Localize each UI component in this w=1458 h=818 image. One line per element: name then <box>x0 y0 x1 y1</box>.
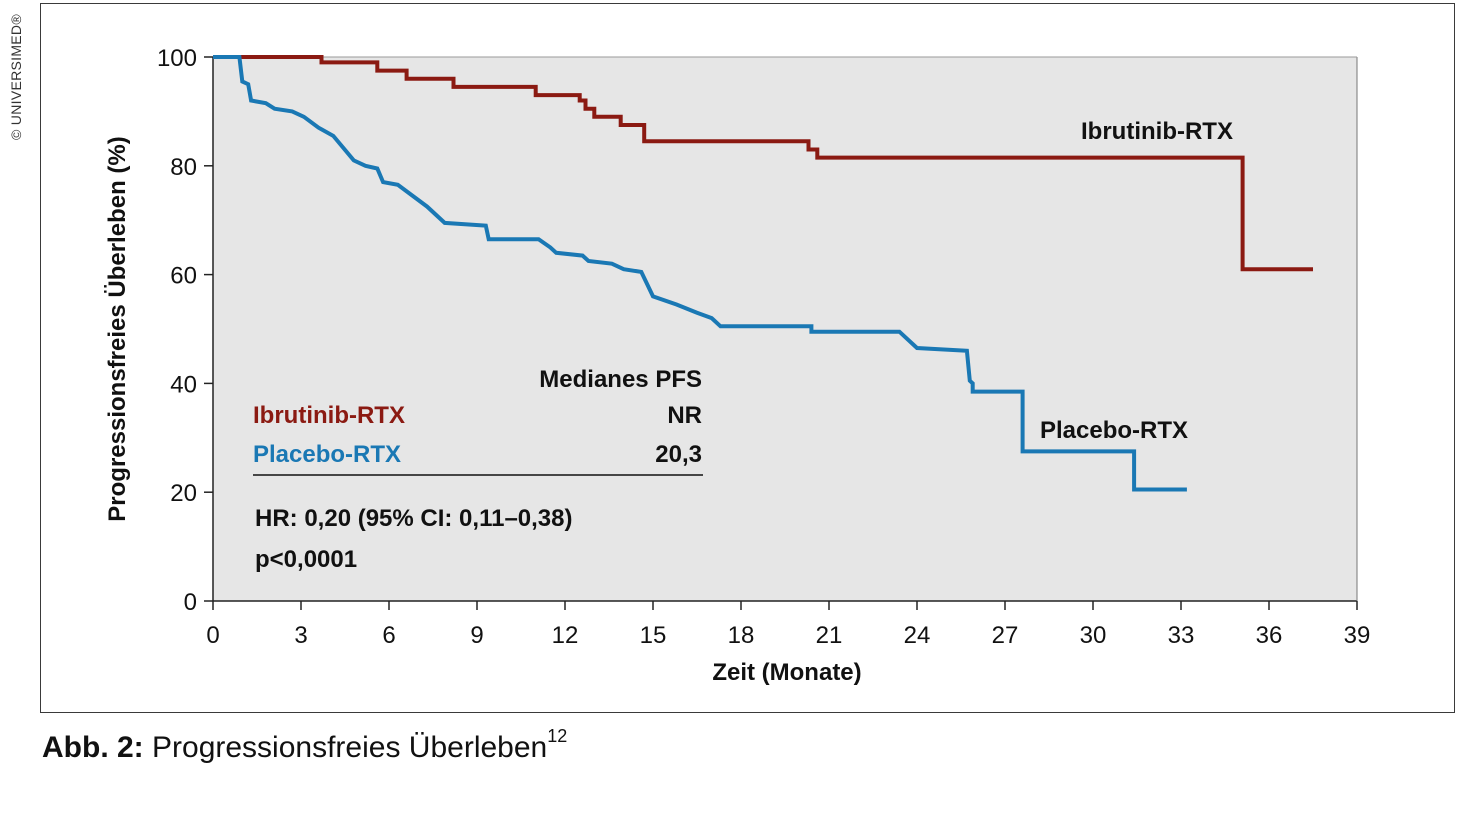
y-tick-label: 40 <box>170 371 197 398</box>
hazard-ratio-text: HR: 0,20 (95% CI: 0,11–0,38) <box>255 505 573 532</box>
x-tick-label: 36 <box>1256 622 1283 649</box>
y-axis-title: Progressionsfreies Überleben (%) <box>104 136 131 521</box>
y-tick-label: 0 <box>184 589 197 616</box>
legend-name-placebo: Placebo-RTX <box>253 441 401 468</box>
y-tick-label: 60 <box>170 263 197 290</box>
y-tick-label: 80 <box>170 154 197 181</box>
x-tick-label: 18 <box>728 622 755 649</box>
x-tick-label: 21 <box>816 622 843 649</box>
x-tick-label: 39 <box>1344 622 1371 649</box>
x-tick-label: 9 <box>470 622 483 649</box>
curve-label-ibrutinib: Ibrutinib-RTX <box>1081 118 1233 145</box>
x-tick-label: 24 <box>904 622 931 649</box>
x-tick-label: 12 <box>552 622 579 649</box>
caption-label: Abb. 2: <box>42 731 144 764</box>
figure-caption: Abb. 2: Progressionsfreies Überleben12 <box>42 726 567 765</box>
legend-name-ibrutinib: Ibrutinib-RTX <box>253 402 405 429</box>
plot-background <box>213 57 1357 601</box>
y-tick-label: 20 <box>170 480 197 507</box>
caption-reference: 12 <box>547 726 568 746</box>
x-tick-label: 33 <box>1168 622 1195 649</box>
legend-value-placebo: 20,3 <box>655 441 702 468</box>
legend-header: Medianes PFS <box>539 366 702 393</box>
x-tick-label: 30 <box>1080 622 1107 649</box>
series-line-ibrutinib <box>213 55 1313 272</box>
caption-text: Progressionsfreies Überleben <box>152 731 548 764</box>
p-value-text: p<0,0001 <box>255 546 357 573</box>
x-tick-label: 0 <box>206 622 219 649</box>
x-tick-label: 6 <box>382 622 395 649</box>
x-tick-label: 27 <box>992 622 1019 649</box>
x-tick-label: 3 <box>294 622 307 649</box>
series-line-placebo <box>213 55 1187 492</box>
x-axis-title: Zeit (Monate) <box>712 659 861 686</box>
curve-label-placebo: Placebo-RTX <box>1040 417 1188 444</box>
y-tick-label: 100 <box>157 45 197 72</box>
legend-value-ibrutinib: NR <box>667 402 702 429</box>
x-tick-label: 15 <box>640 622 667 649</box>
